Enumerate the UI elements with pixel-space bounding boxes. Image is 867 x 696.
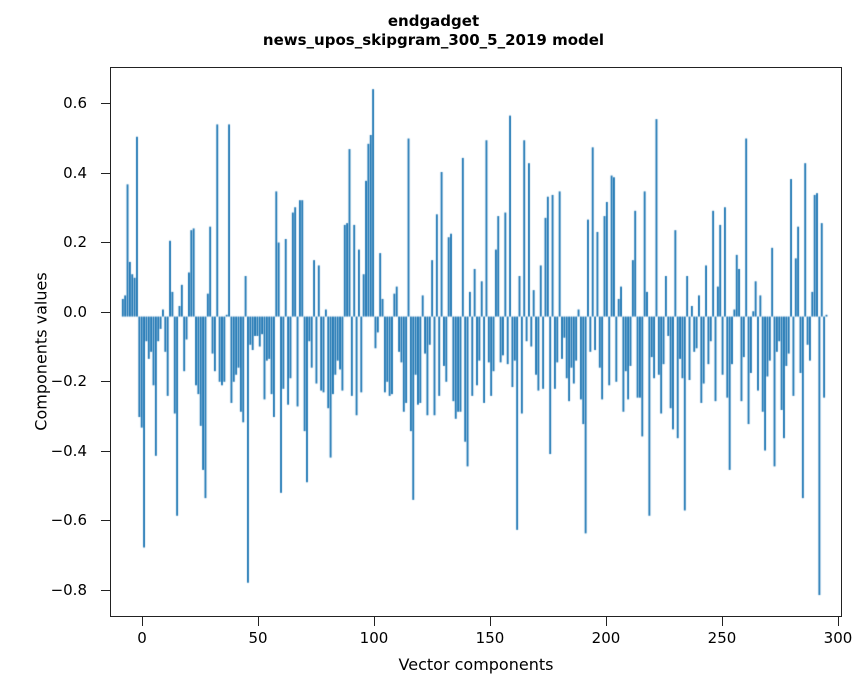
xtick-mark-4: [606, 617, 607, 626]
ytick-mark-4: [101, 381, 110, 382]
ytick-mark-2: [101, 242, 110, 243]
xtick-label-6: 300: [823, 629, 853, 647]
chart-title: endgadget news_upos_skipgram_300_5_2019 …: [0, 12, 867, 50]
ytick-label-6: −0.6: [50, 511, 87, 529]
y-axis-label: Components values: [31, 272, 51, 431]
ytick-label-5: −0.4: [50, 441, 87, 460]
ytick-label-0: 0.6: [63, 94, 87, 112]
xtick-label-2: 100: [359, 629, 389, 647]
xtick-mark-2: [374, 617, 375, 626]
ytick-mark-3: [101, 311, 110, 313]
xtick-label-5: 250: [707, 629, 737, 647]
ytick-mark-7: [101, 589, 110, 591]
xtick-mark-5: [722, 617, 723, 626]
ytick-mark-1: [101, 172, 110, 174]
chart-title-line-2: news_upos_skipgram_300_5_2019 model: [262, 31, 605, 49]
x-axis-label: Vector components: [398, 655, 554, 674]
xtick-mark-1: [258, 617, 259, 626]
ytick-label-7: −0.8: [50, 580, 87, 599]
ytick-label-4: −0.2: [50, 372, 87, 390]
xtick-label-0: 0: [137, 629, 147, 647]
xtick-mark-0: [142, 617, 143, 626]
xtick-label-3: 150: [475, 629, 505, 647]
chart-title-line-1: endgadget: [387, 12, 480, 30]
plot-axes: [110, 67, 842, 617]
xtick-mark-6: [838, 617, 839, 626]
ytick-label-3: 0.0: [63, 302, 87, 321]
ytick-mark-6: [101, 520, 110, 521]
bar-series-canvas: [111, 68, 841, 616]
ytick-mark-5: [101, 450, 110, 452]
xtick-label-1: 50: [248, 629, 268, 647]
ytick-label-2: 0.2: [63, 233, 87, 251]
ytick-label-1: 0.4: [63, 163, 87, 182]
xtick-mark-3: [490, 617, 491, 626]
ytick-mark-0: [101, 103, 110, 104]
xtick-label-4: 200: [591, 629, 621, 647]
